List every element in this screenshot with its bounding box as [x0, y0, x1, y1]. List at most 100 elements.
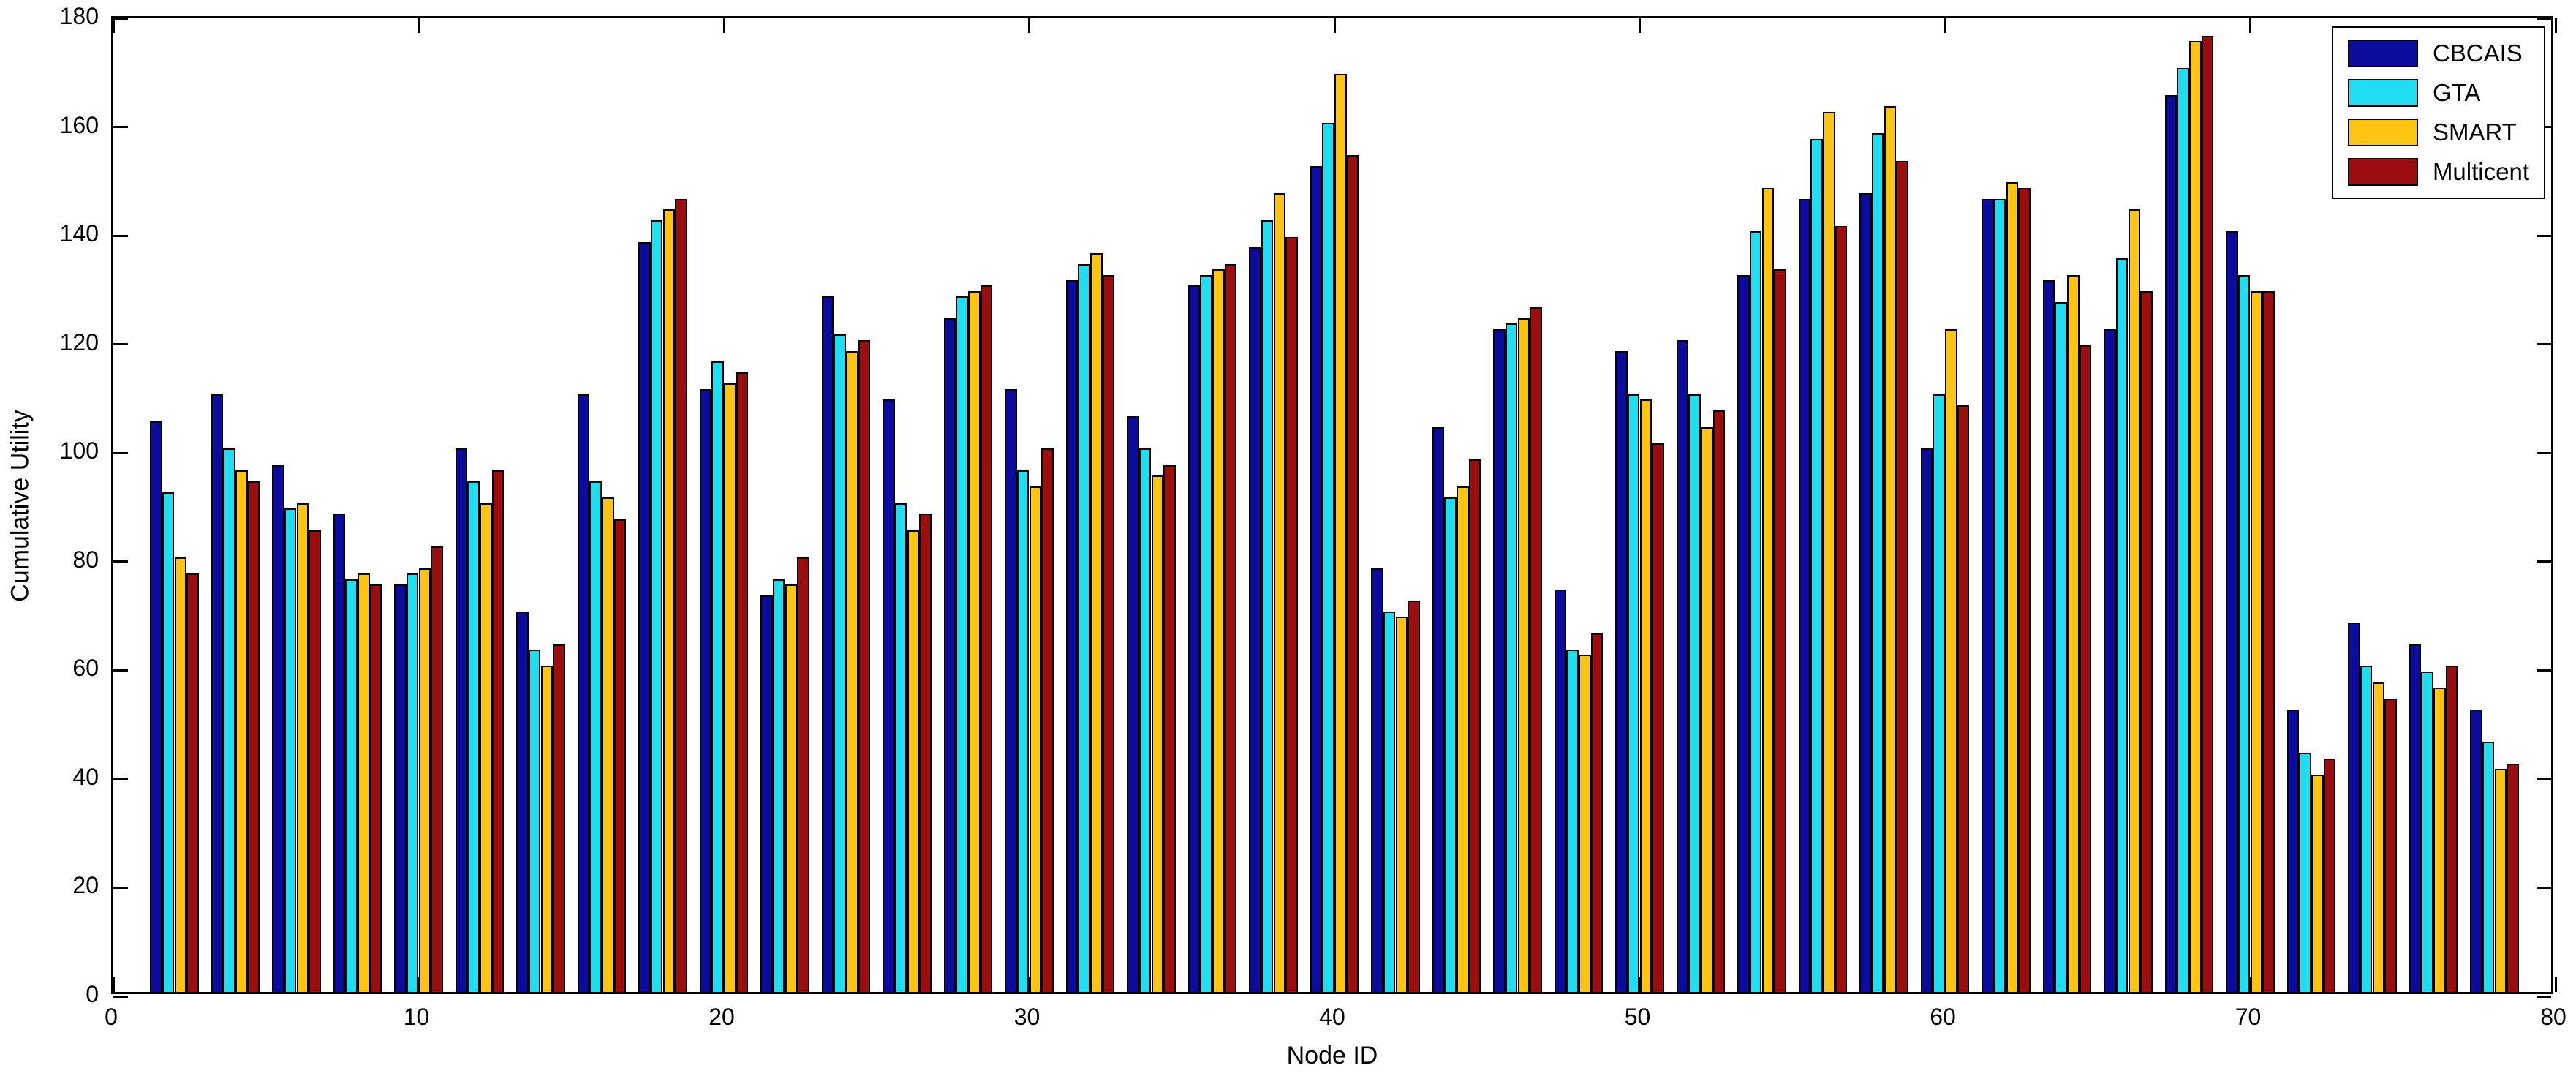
bar-multicent-node10 [431, 546, 443, 992]
bar-cbcais-node20 [699, 388, 712, 992]
bar-smart-node74 [2372, 682, 2385, 992]
bar-cbcais-node42 [1371, 568, 1383, 992]
x-tick-label: 20 [709, 1004, 735, 1030]
bar-smart-node76 [2433, 688, 2446, 992]
y-tick-label: 140 [59, 220, 99, 247]
bar-smart-node68 [2189, 41, 2202, 992]
bar-smart-node22 [785, 584, 798, 992]
bar-gta-node44 [1444, 497, 1457, 992]
bar-gta-node26 [894, 503, 907, 992]
bar-multicent-node74 [2384, 698, 2397, 992]
y-tick-mark [113, 17, 128, 20]
bar-smart-node10 [418, 568, 431, 992]
bar-multicent-node48 [1590, 633, 1604, 992]
bar-smart-node46 [1517, 317, 1530, 992]
bar-multicent-node24 [858, 339, 871, 992]
y-tick-mark [2537, 778, 2551, 781]
bar-cbcais-node4 [211, 394, 224, 992]
bar-multicent-node30 [1041, 448, 1054, 992]
bar-smart-node4 [235, 470, 248, 992]
bar-cbcais-node62 [1982, 198, 1994, 992]
bar-cbcais-node32 [1065, 279, 1079, 992]
y-tick-label: 180 [59, 3, 99, 29]
x-tick-mark [1028, 18, 1030, 33]
y-tick-label: 60 [72, 655, 99, 682]
bar-gta-node34 [1138, 448, 1152, 992]
bar-smart-node50 [1639, 399, 1653, 992]
y-tick-mark [113, 126, 128, 129]
y-tick-mark [113, 234, 128, 237]
bar-gta-node48 [1566, 650, 1579, 992]
legend-swatch-icon [2347, 40, 2418, 67]
x-tick-label: 30 [1013, 1004, 1040, 1030]
y-tick-label: 100 [59, 437, 99, 464]
bar-smart-node70 [2250, 290, 2263, 992]
bar-gta-node30 [1016, 470, 1030, 992]
bar-multicent-node36 [1224, 263, 1237, 992]
bar-smart-node56 [1823, 111, 1835, 992]
y-tick-mark [2537, 234, 2551, 237]
bar-multicent-node26 [919, 514, 932, 992]
bar-gta-node72 [2299, 753, 2311, 992]
legend-label: SMART [2432, 119, 2517, 146]
bar-smart-node72 [2311, 774, 2324, 992]
bar-smart-node8 [358, 573, 370, 992]
bar-multicent-node56 [1835, 225, 1848, 992]
y-tick-mark [113, 669, 128, 672]
bar-cbcais-node10 [394, 584, 407, 992]
bar-gta-node46 [1505, 323, 1518, 992]
bar-gta-node38 [1261, 220, 1274, 992]
y-tick-mark [2537, 451, 2551, 454]
y-tick-label: 80 [72, 546, 99, 573]
bar-cbcais-node54 [1737, 274, 1750, 992]
y-tick-label: 0 [86, 981, 99, 1007]
x-tick-label: 0 [105, 1004, 118, 1030]
bar-multicent-node6 [309, 530, 321, 992]
bar-cbcais-node8 [333, 514, 346, 992]
x-tick-label: 40 [1319, 1004, 1345, 1030]
bar-cbcais-node48 [1554, 590, 1567, 992]
bar-gta-node2 [162, 492, 175, 992]
bar-cbcais-node74 [2348, 622, 2360, 992]
y-tick-mark [2537, 560, 2551, 563]
x-tick-label: 70 [2235, 1004, 2262, 1030]
bar-cbcais-node50 [1615, 350, 1628, 992]
bar-gta-node68 [2177, 68, 2189, 992]
bar-multicent-node44 [1468, 459, 1481, 992]
y-tick-label: 120 [59, 328, 99, 356]
legend-entry: CBCAIS [2347, 40, 2529, 67]
x-tick-mark [2554, 977, 2557, 992]
bar-cbcais-node60 [1920, 448, 1933, 992]
bar-smart-node14 [540, 666, 554, 992]
bar-smart-node38 [1273, 193, 1286, 992]
bar-gta-node62 [1993, 198, 2006, 992]
bar-gta-node20 [711, 361, 724, 992]
bar-gta-node58 [1871, 133, 1884, 992]
bar-gta-node54 [1749, 231, 1762, 992]
bar-gta-node18 [650, 220, 663, 992]
x-tick-label: 80 [2540, 1004, 2566, 1030]
x-tick-mark [1944, 18, 1946, 33]
bar-multicent-node60 [1957, 405, 1970, 992]
bar-smart-node58 [1884, 106, 1897, 992]
bar-gta-node14 [528, 650, 541, 992]
y-tick-mark [113, 451, 128, 454]
bar-cbcais-node38 [1249, 247, 1261, 992]
bar-cbcais-node16 [577, 394, 590, 992]
bar-cbcais-node6 [272, 464, 284, 992]
y-tick-mark [113, 778, 128, 781]
bar-multicent-node12 [491, 470, 505, 992]
bar-smart-node2 [174, 557, 187, 992]
y-tick-mark [2537, 17, 2551, 20]
y-tick-mark [2537, 669, 2551, 672]
y-tick-mark [113, 886, 128, 889]
bar-cbcais-node76 [2409, 644, 2422, 992]
legend-swatch-icon [2347, 158, 2418, 186]
bar-multicent-node14 [553, 644, 565, 992]
bar-gta-node36 [1200, 274, 1212, 992]
bar-multicent-node68 [2201, 35, 2214, 992]
x-tick-mark [1333, 18, 1336, 33]
bar-cbcais-node68 [2164, 95, 2177, 992]
bar-gta-node52 [1688, 394, 1701, 992]
bar-cbcais-node72 [2286, 709, 2300, 992]
